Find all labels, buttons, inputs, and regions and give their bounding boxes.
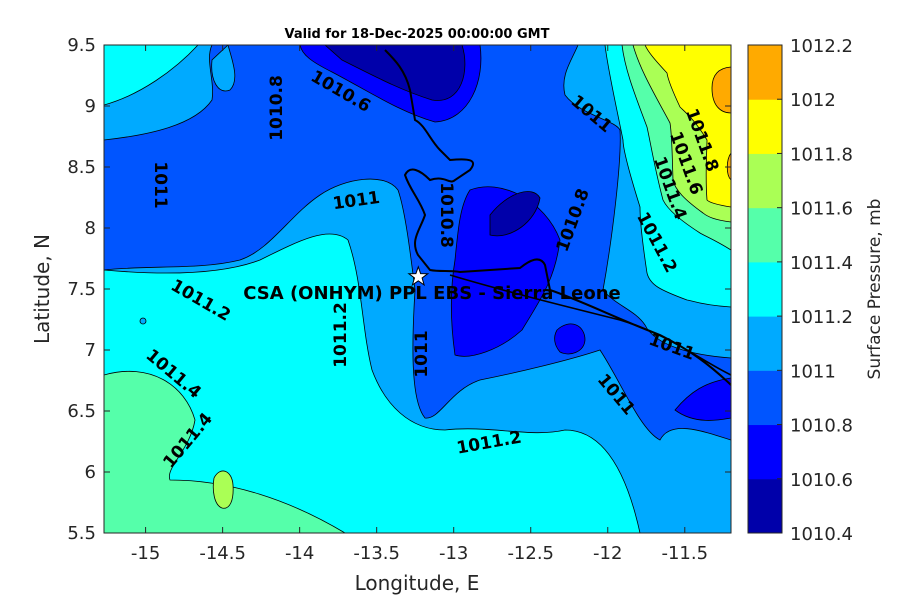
- colorbar-tick-label: 1011.6: [790, 199, 853, 220]
- x-tick-label: -14.5: [199, 543, 246, 564]
- y-tick-label: 5.5: [67, 523, 96, 544]
- contour-label: 1010.8: [436, 182, 456, 248]
- y-tick-label: 9.5: [67, 35, 96, 56]
- colorbar-tick-label: 1010.4: [790, 524, 853, 545]
- colorbar-tick-label: 1011.8: [790, 144, 853, 165]
- y-tick-label: 6.5: [67, 401, 96, 422]
- contour-label: 1011: [150, 161, 170, 208]
- x-tick-label: -13: [439, 543, 468, 564]
- y-tick-label: 8: [85, 218, 96, 239]
- coastline: [384, 49, 731, 386]
- colorbar-swatch: [748, 316, 782, 371]
- colorbar-tick-label: 1011: [790, 361, 836, 382]
- colorbar-swatch: [748, 261, 782, 317]
- x-tick-label: -13.5: [353, 543, 400, 564]
- x-axis-label: Longitude, E: [355, 571, 480, 595]
- colorbar-tick-label: 1010.8: [790, 416, 853, 437]
- colorbar-tick-label: 1010.6: [790, 470, 853, 491]
- band-1011.4: [104, 370, 346, 533]
- y-tick-label: 6: [85, 462, 96, 483]
- x-tick-label: -15: [131, 543, 160, 564]
- small-contour: [139, 317, 147, 325]
- border-line: [449, 274, 731, 376]
- colorbar-swatch: [748, 207, 782, 263]
- plot-area: 1010.8 1010.6 1011 1011.8 1011.6 1011.4 …: [104, 45, 731, 533]
- colorbar-swatch: [748, 153, 782, 209]
- x-axis: -15 -14.5 -14 -13.5 -13 -12.5 -12 -11.5: [131, 45, 708, 564]
- x-tick-label: -12: [593, 543, 622, 564]
- x-tick-label: -14: [285, 543, 314, 564]
- band-1011.2-lowerleft: [104, 233, 641, 533]
- band-1010.4-top: [324, 45, 466, 101]
- colorbar-swatch: [748, 45, 782, 100]
- y-tick-label: 7.5: [67, 279, 96, 300]
- colorbar-tick-label: 1011.4: [790, 253, 853, 274]
- band-1011.2-topleft: [104, 45, 199, 106]
- band-1010.6-right: [674, 377, 731, 421]
- x-tick-label: -11.5: [661, 543, 708, 564]
- colorbar-swatch: [748, 99, 782, 154]
- station-star-icon: [407, 265, 430, 287]
- contour-label: 1011.2: [331, 302, 351, 368]
- colorbar: 1010.4 1010.6 1010.8 1011 1011.2 1011.4 1011.6…: [747, 36, 853, 545]
- band-1012: [711, 66, 731, 114]
- colorbar-swatch: [748, 370, 782, 426]
- colorbar-frame: [747, 44, 783, 534]
- band-1010.4-small: [489, 191, 541, 237]
- y-axis: 5.5 6 6.5 7 7.5 8 8.5 9 9.5: [67, 35, 731, 544]
- band-1011.8: [644, 45, 731, 208]
- contour-label: 1010.8: [267, 75, 287, 141]
- station-label: CSA (ONHYM) PPL EBS - Sierra Leone: [243, 283, 620, 304]
- colorbar-tick-label: 1011.2: [790, 307, 853, 328]
- band-1011-tongue: [211, 45, 236, 92]
- y-tick-label: 8.5: [67, 157, 96, 178]
- band-1011.6-blob: [212, 470, 234, 509]
- colorbar-swatch: [748, 478, 782, 534]
- colorbar-label: Surface Pressure, mb: [865, 199, 885, 380]
- chart-title: Valid for 18-Dec-2025 00:00:00 GMT: [285, 27, 550, 42]
- colorbar-tick-label: 1012.2: [790, 36, 853, 57]
- colorbar-tick-label: 1012: [790, 90, 836, 111]
- band-1010.6-center: [450, 186, 561, 357]
- band-1010.6-small: [554, 323, 586, 355]
- y-tick-label: 7: [85, 340, 96, 361]
- y-tick-label: 9: [85, 96, 96, 117]
- contour-label: 1011: [412, 330, 432, 377]
- colorbar-swatch: [748, 424, 782, 480]
- y-axis-label: Latitude, N: [30, 234, 54, 344]
- x-tick-label: -12.5: [507, 543, 554, 564]
